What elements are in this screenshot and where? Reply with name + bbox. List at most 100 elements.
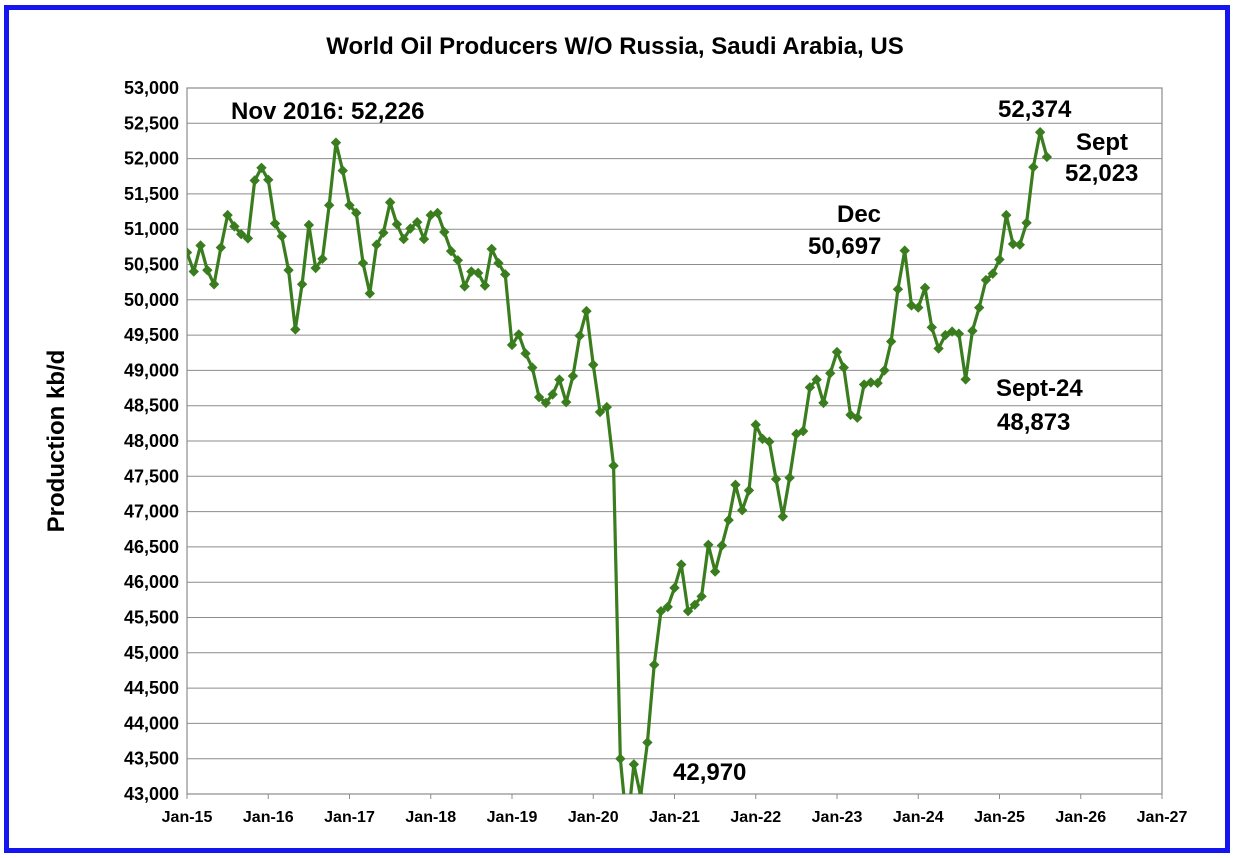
y-tick-label: 47,500: [124, 466, 179, 486]
data-point: [594, 406, 606, 418]
data-point: [533, 392, 545, 403]
data-point: [608, 460, 619, 471]
y-tick-label: 50,500: [124, 255, 179, 275]
data-point: [486, 243, 497, 255]
data-point: [472, 267, 484, 279]
data-point: [235, 228, 247, 240]
x-tick-label: Jan-15: [162, 809, 213, 826]
data-point: [987, 268, 998, 279]
data-point: [432, 207, 443, 219]
data-point: [669, 582, 680, 594]
data-point: [825, 368, 836, 379]
data-point: [703, 539, 714, 550]
data-point: [506, 339, 518, 351]
data-point: [202, 264, 213, 276]
data-point: [899, 245, 910, 256]
data-point: [513, 329, 524, 340]
data-point: [648, 659, 660, 671]
data-point: [1001, 209, 1012, 221]
data-point: [459, 281, 470, 292]
data-point: [344, 199, 355, 211]
y-tick-label: 53,000: [124, 78, 179, 98]
y-tick-label: 46,500: [124, 537, 179, 557]
data-point: [466, 266, 477, 277]
data-point: [493, 257, 504, 269]
data-point: [743, 485, 755, 496]
data-point: [723, 514, 734, 526]
data-point: [750, 419, 761, 430]
annotation-low-2020: 42,970: [673, 759, 746, 786]
data-point: [967, 325, 978, 337]
data-point: [188, 266, 199, 277]
y-tick-label: 50,000: [124, 290, 179, 310]
data-point: [892, 284, 904, 295]
data-point: [256, 162, 267, 173]
data-point: [479, 280, 491, 291]
data-point: [797, 425, 809, 437]
data-point: [852, 412, 863, 423]
annotation-dec-value: 50,697: [808, 233, 881, 260]
x-tick-label: Jan-21: [649, 809, 700, 826]
annotation-sept24-label: Sept-24: [996, 375, 1083, 402]
x-tick-label: Jan-22: [730, 809, 781, 826]
data-point: [622, 824, 632, 834]
y-tick-label: 51,500: [124, 184, 179, 204]
data-point: [283, 264, 294, 276]
data-point: [1014, 239, 1026, 250]
data-point: [764, 436, 775, 447]
data-point: [1041, 151, 1053, 163]
data-point: [642, 737, 653, 748]
data-point: [574, 330, 585, 342]
data-point: [317, 253, 328, 265]
data-point: [187, 247, 193, 258]
y-tick-label: 46,000: [124, 572, 179, 592]
data-point: [682, 605, 694, 617]
data-point: [662, 601, 673, 613]
data-point: [412, 216, 423, 228]
x-tick-label: Jan-17: [324, 809, 375, 826]
data-point: [953, 328, 965, 339]
x-tick-label: Jan-19: [487, 809, 538, 826]
annotation-nov2016: Nov 2016: 52,226: [231, 98, 424, 125]
y-tick-label: 45,000: [124, 643, 179, 663]
data-point: [588, 359, 599, 370]
data-point: [716, 540, 728, 551]
x-tick-label: Jan-18: [405, 809, 456, 826]
data-point: [439, 226, 450, 238]
data-point: [655, 605, 667, 617]
data-point: [215, 242, 227, 253]
annotation-sept-label: Sept: [1076, 129, 1128, 156]
data-point: [323, 199, 335, 211]
data-point: [560, 396, 572, 408]
data-point: [838, 362, 849, 373]
y-tick-label: 48,500: [124, 396, 179, 416]
y-tick-label: 44,500: [124, 678, 179, 698]
data-point: [804, 382, 816, 393]
data-point: [689, 599, 701, 610]
data-point: [303, 219, 315, 231]
data-point: [730, 479, 741, 490]
data-point: [500, 269, 511, 280]
chart-frame: [4, 5, 1230, 853]
data-point: [249, 175, 260, 186]
series-group: [187, 126, 1053, 834]
data-point: [452, 255, 464, 266]
gridlines: [187, 87, 1162, 795]
data-point: [757, 433, 768, 445]
data-point: [709, 566, 721, 577]
data-point: [1021, 217, 1032, 229]
data-point: [872, 377, 883, 389]
y-tick-label: 43,500: [124, 749, 179, 769]
data-point: [405, 223, 416, 234]
data-point: [919, 282, 931, 293]
data-point: [980, 274, 992, 286]
data-point: [784, 472, 795, 483]
x-tick-label: Jan-20: [568, 809, 619, 826]
data-point: [811, 374, 822, 385]
data-point: [242, 233, 254, 244]
data-point: [445, 245, 457, 257]
y-tick-label: 51,000: [124, 219, 179, 239]
data-point: [208, 279, 220, 290]
x-tick-label: Jan-23: [812, 809, 863, 826]
